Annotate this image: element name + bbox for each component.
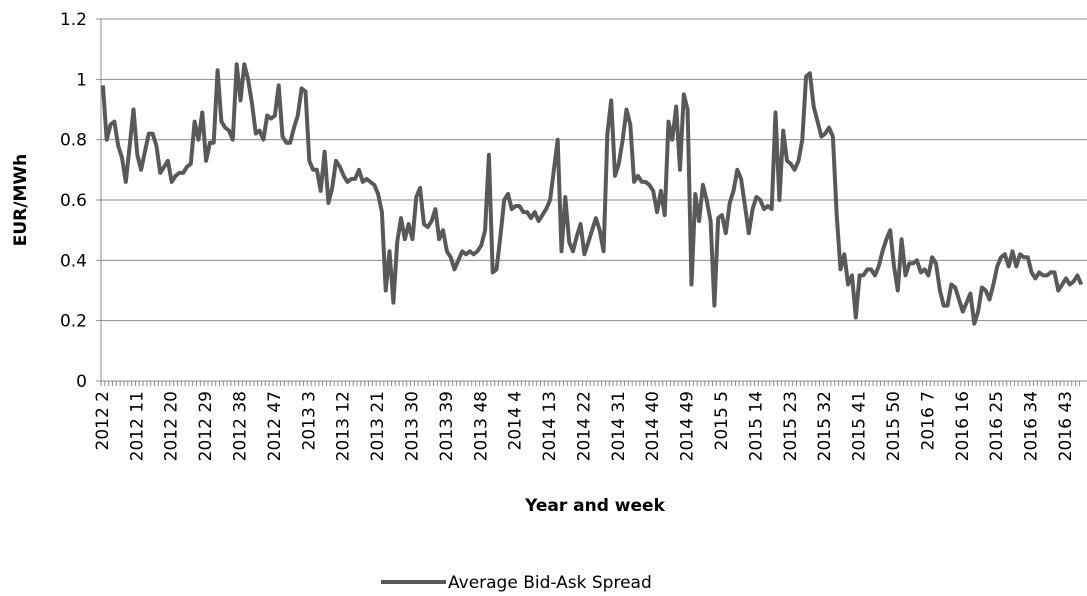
y-axis-title: EUR/MWh bbox=[11, 154, 31, 247]
x-tick-label: 2013 39 bbox=[437, 391, 457, 461]
x-tick-label: 2014 40 bbox=[643, 391, 663, 461]
x-tick-label: 2015 23 bbox=[781, 391, 801, 461]
x-tick-label: 2015 32 bbox=[815, 391, 835, 461]
y-tick-label: 0 bbox=[76, 372, 87, 392]
x-tick-label: 2013 12 bbox=[334, 391, 354, 461]
x-tick-label: 2012 11 bbox=[127, 391, 147, 461]
y-tick-label: 0.6 bbox=[60, 191, 87, 211]
x-tick-label: 2015 5 bbox=[712, 391, 732, 450]
x-tick-label: 2013 21 bbox=[368, 391, 388, 461]
x-tick-label: 2014 13 bbox=[540, 391, 560, 461]
x-tick-label: 2012 29 bbox=[196, 391, 216, 461]
x-tick-label: 2014 49 bbox=[678, 391, 698, 461]
x-tick-label: 2013 48 bbox=[471, 391, 491, 461]
x-tick-label: 2015 50 bbox=[884, 391, 904, 461]
x-tick-label: 2014 22 bbox=[574, 391, 594, 461]
x-tick-label: 2015 14 bbox=[746, 391, 766, 461]
legend-label: Average Bid-Ask Spread bbox=[448, 573, 652, 593]
x-tick-label: 2016 25 bbox=[987, 391, 1007, 461]
y-tick-label: 0.8 bbox=[60, 131, 87, 151]
x-tick-label: 2013 3 bbox=[299, 391, 319, 450]
x-tick-label: 2016 16 bbox=[953, 391, 973, 461]
x-axis-title: Year and week bbox=[524, 496, 665, 516]
x-tick-label: 2014 31 bbox=[609, 391, 629, 461]
y-tick-label: 0.2 bbox=[60, 312, 87, 332]
x-tick-label: 2014 4 bbox=[506, 391, 526, 450]
x-tick-label: 2016 43 bbox=[1056, 391, 1076, 461]
x-tick-label: 2016 7 bbox=[918, 391, 938, 450]
x-tick-label: 2012 2 bbox=[93, 391, 113, 450]
x-tick-label: 2012 38 bbox=[230, 391, 250, 461]
x-tick-label: 2012 47 bbox=[265, 391, 285, 461]
y-tick-label: 1 bbox=[76, 70, 87, 90]
x-tick-label: 2015 41 bbox=[850, 391, 870, 461]
data-line bbox=[100, 62, 1084, 326]
x-tick-label: 2016 34 bbox=[1022, 391, 1042, 461]
y-tick-label: 1.2 bbox=[60, 10, 87, 30]
x-tick-label: 2012 20 bbox=[162, 391, 182, 461]
x-tick-label: 2013 30 bbox=[402, 391, 422, 461]
y-tick-label: 0.4 bbox=[60, 251, 87, 271]
